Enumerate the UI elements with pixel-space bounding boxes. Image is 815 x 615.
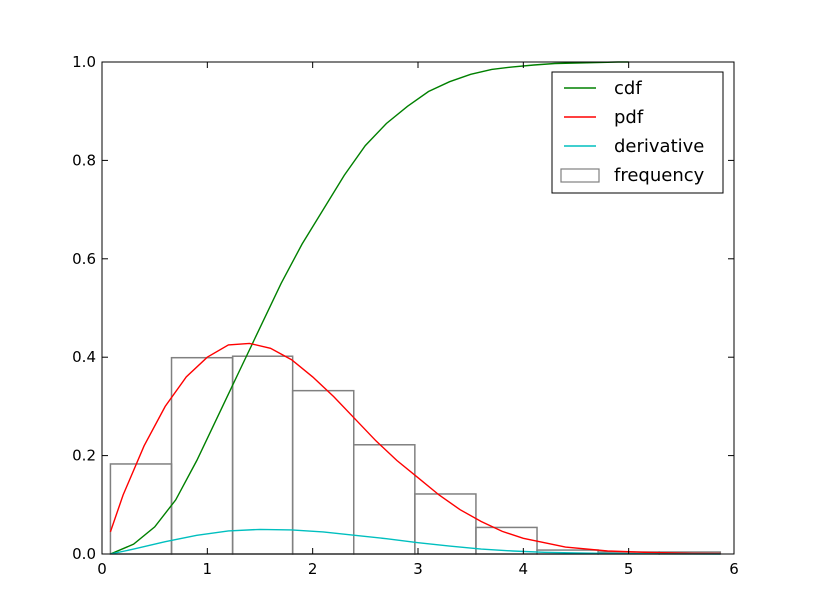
series-line-cdf [110,61,629,555]
x-tick-label: 6 [729,560,739,578]
x-tick-label: 2 [308,560,318,578]
x-tick-label: 0 [97,560,107,578]
axes: 0 1 2 3 4 5 6 0.0 0.2 0.4 0.6 0.8 1.0 [72,53,739,578]
y-tick-label: 1.0 [72,53,96,71]
x-tick-label: 1 [203,560,213,578]
legend-swatch-frequency [560,168,600,183]
y-tick-label: 0.0 [72,545,96,563]
x-tick-label: 3 [413,560,423,578]
legend-label-frequency: frequency [614,165,705,186]
x-tick-label: 5 [624,560,634,578]
y-tick-label: 0.4 [72,348,96,366]
y-tick-label: 0.6 [72,250,96,268]
legend-label-cdf: cdf [614,78,642,99]
x-tick-label: 4 [519,560,529,578]
series-line-derivative [110,528,721,555]
legend-label-pdf: pdf [614,107,644,128]
y-tick-label: 0.8 [72,151,96,169]
legend: cdf pdf derivative frequency [551,71,724,194]
y-tick-label: 0.2 [72,447,96,465]
series-line-pdf [109,342,721,555]
legend-label-derivative: derivative [614,136,704,157]
